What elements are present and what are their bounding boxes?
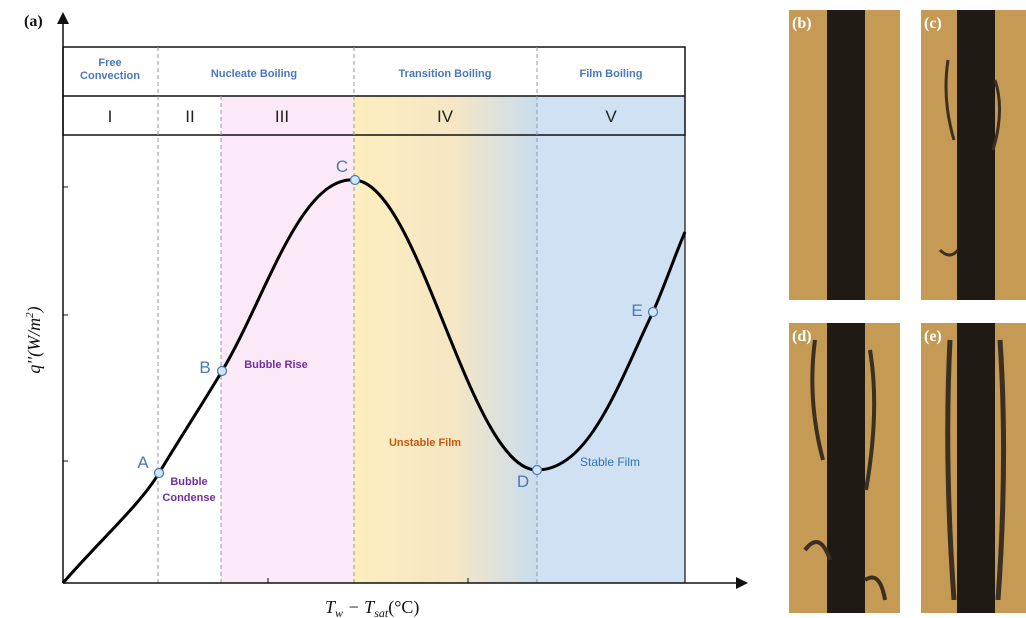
x-axis-label: Tw − Tsat(°C) <box>325 597 419 618</box>
point-label: A <box>137 453 149 472</box>
annotation: Stable Film <box>580 455 640 469</box>
point-label: E <box>631 301 642 320</box>
photo-label: (e) <box>924 328 942 345</box>
text-part: (°C) <box>388 597 419 618</box>
stage-label: V <box>605 107 617 126</box>
point-label: D <box>517 472 529 491</box>
text-part: Convection <box>80 70 140 82</box>
photo: (e) <box>921 323 1026 613</box>
text-part: Condense <box>162 492 215 504</box>
regime-label: Transition Boiling <box>399 68 492 80</box>
point-label: C <box>336 157 348 176</box>
text-part: Free <box>98 57 121 69</box>
stage-label: IV <box>437 107 454 126</box>
photo: (c) <box>921 10 1026 300</box>
panel-label: (a) <box>24 13 43 30</box>
annotation: Bubble Rise <box>244 359 308 371</box>
stage-label: II <box>185 107 194 126</box>
annotation: Bubble Condense <box>162 476 215 504</box>
text-part: sat <box>374 606 389 618</box>
region-iii <box>221 96 354 583</box>
stage-label: III <box>275 107 289 126</box>
axis-ticks <box>63 186 469 583</box>
photo: (d) <box>789 323 900 613</box>
photo-label: (b) <box>792 15 812 32</box>
region-v <box>537 96 685 583</box>
photo-label: (c) <box>924 15 942 32</box>
point-label: B <box>199 358 210 377</box>
regime-label: Free Convection <box>80 57 140 82</box>
text-part: q''(W/m <box>24 318 45 374</box>
stage-label: I <box>108 107 113 126</box>
text-part: 2 <box>24 312 36 318</box>
annotation: Unstable Film <box>389 437 461 449</box>
region-iv <box>354 96 537 583</box>
curve-points <box>153 174 659 479</box>
dashed-lines <box>157 47 538 583</box>
text-part: T <box>325 597 337 617</box>
photo-label: (d) <box>792 328 812 345</box>
text-part: Bubble <box>170 476 207 488</box>
boiling-curve <box>61 178 687 584</box>
regime-label: Film Boiling <box>580 68 643 80</box>
text-part: − T <box>343 597 376 617</box>
y-axis-label: q''(W/m2) <box>24 306 45 373</box>
photo: (b) <box>789 10 900 300</box>
text-part: w <box>335 606 343 618</box>
regime-label: Nucleate Boiling <box>211 68 297 80</box>
text-part: ) <box>24 306 45 313</box>
